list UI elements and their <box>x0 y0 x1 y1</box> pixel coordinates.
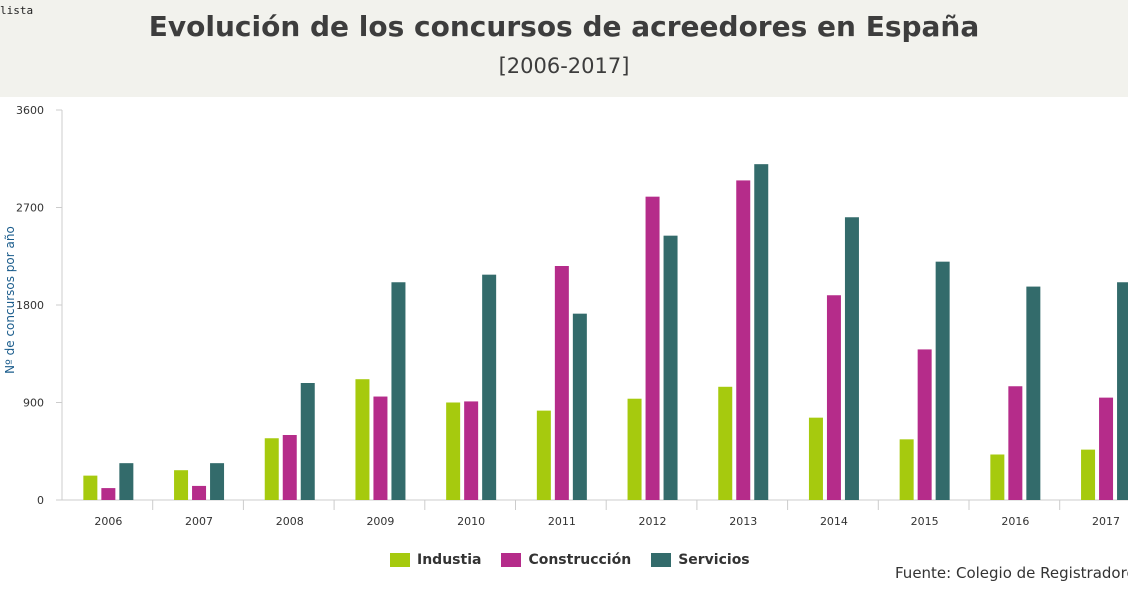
bar-servicios-2012 <box>663 235 678 500</box>
bar-industia-2015 <box>899 439 914 500</box>
legend: Industia Construcción Servicios <box>390 552 750 568</box>
bar-servicios-2009 <box>391 282 406 500</box>
bar-construccion-2010 <box>464 401 479 500</box>
bar-industia-2006 <box>83 475 98 500</box>
bar-construccion-2008 <box>282 435 297 500</box>
x-tick-label: 2015 <box>911 515 939 528</box>
x-tick-label: 2014 <box>820 515 848 528</box>
bar-construccion-2011 <box>554 266 569 500</box>
bar-industia-2008 <box>264 438 279 500</box>
bar-industia-2017 <box>1081 449 1096 500</box>
legend-label-industia: Industia <box>417 552 482 568</box>
legend-swatch-industia <box>390 553 410 567</box>
x-tick-label: 2017 <box>1092 515 1120 528</box>
bar-servicios-2011 <box>572 313 587 500</box>
x-tick-label: 2007 <box>185 515 213 528</box>
corner-label: lista <box>0 4 34 17</box>
bar-servicios-2006 <box>119 463 134 500</box>
legend-swatch-servicios <box>651 553 672 567</box>
x-tick-label: 2013 <box>729 515 757 528</box>
legend-label-construccion: Construcción <box>528 552 632 568</box>
chart-subtitle: [2006-2017] <box>498 54 630 78</box>
legend-item-industia: Industia <box>390 552 481 568</box>
chart-header: lista Evolución de los concursos de acre… <box>0 0 1128 97</box>
y-tick-label: 2700 <box>16 202 44 215</box>
bar-construccion-2009 <box>373 396 388 500</box>
y-tick-label: 0 <box>37 494 44 507</box>
bar-industia-2010 <box>446 402 461 500</box>
chart-title: Evolución de los concursos de acreedores… <box>148 10 980 43</box>
legend-item-servicios: Servicios <box>651 552 750 568</box>
legend-label-servicios: Servicios <box>678 552 750 568</box>
bar-industia-2007 <box>174 470 189 500</box>
source-note: Fuente: Colegio de Registradores <box>895 564 1128 582</box>
bar-servicios-2017 <box>1117 282 1128 500</box>
y-tick-label: 1800 <box>16 299 44 312</box>
bar-industia-2012 <box>627 398 642 500</box>
bar-servicios-2013 <box>754 164 769 500</box>
bar-chart: 0 900 1800 2700 3600 2006 2007 2008 2009 2010 2011… <box>16 104 1128 528</box>
y-tick-label: 3600 <box>16 104 44 117</box>
y-tick-label: 900 <box>23 397 44 410</box>
legend-swatch-construccion <box>501 553 522 567</box>
bar-construccion-2007 <box>192 485 207 500</box>
legend-item-construccion: Construcción <box>501 552 631 568</box>
bar-construccion-2013 <box>736 180 751 500</box>
x-tick-label: 2008 <box>276 515 304 528</box>
bar-industia-2016 <box>990 454 1005 500</box>
x-tick-label: 2016 <box>1001 515 1029 528</box>
bar-construccion-2017 <box>1099 397 1114 500</box>
x-tick-label: 2009 <box>366 515 394 528</box>
bar-industia-2014 <box>808 417 823 500</box>
bar-construccion-2016 <box>1008 386 1023 500</box>
bar-industia-2013 <box>718 386 733 500</box>
bar-construccion-2012 <box>645 196 660 500</box>
bar-servicios-2016 <box>1026 286 1041 500</box>
bar-servicios-2014 <box>844 217 859 500</box>
bar-industia-2009 <box>355 379 370 500</box>
bar-servicios-2015 <box>935 261 950 500</box>
bar-construccion-2015 <box>917 349 932 500</box>
bar-servicios-2010 <box>482 274 497 500</box>
bar-industia-2011 <box>536 410 551 500</box>
bar-servicios-2008 <box>300 383 315 500</box>
x-tick-label: 2010 <box>457 515 485 528</box>
x-tick-label: 2006 <box>94 515 122 528</box>
bar-construccion-2006 <box>101 488 116 500</box>
bar-servicios-2007 <box>210 463 225 500</box>
bar-construccion-2014 <box>826 295 841 500</box>
x-tick-label: 2012 <box>639 515 667 528</box>
x-tick-label: 2011 <box>548 515 576 528</box>
